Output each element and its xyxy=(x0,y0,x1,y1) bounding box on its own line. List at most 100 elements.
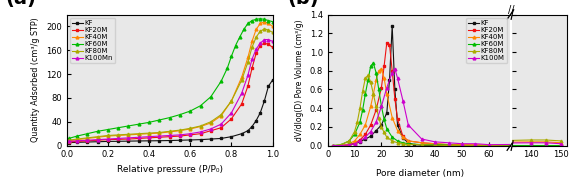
KF80M xyxy=(205,144,212,146)
KF80M xyxy=(104,134,111,136)
KF20M xyxy=(357,139,364,141)
KF40M xyxy=(208,122,215,124)
K100M xyxy=(389,72,396,74)
KF20M xyxy=(557,145,564,147)
KF80M xyxy=(367,81,374,83)
KF20M xyxy=(265,43,272,46)
KF40M xyxy=(146,133,153,135)
KF20M xyxy=(94,139,101,141)
K100M xyxy=(236,142,243,144)
Text: //: // xyxy=(508,5,515,15)
K100M xyxy=(160,105,166,107)
KF xyxy=(418,144,425,146)
KF80M xyxy=(146,132,153,134)
KF40M xyxy=(104,145,111,147)
KF40M xyxy=(135,133,142,135)
KF60M xyxy=(205,144,212,146)
KF60M xyxy=(269,21,276,23)
KF xyxy=(125,140,132,142)
K100M xyxy=(485,144,492,146)
KF80M xyxy=(221,144,228,146)
KF20M xyxy=(205,142,212,144)
KF40M xyxy=(221,143,228,145)
KF20M xyxy=(267,144,274,146)
KF40M xyxy=(190,140,197,142)
KF40M xyxy=(432,143,438,145)
KF20M xyxy=(154,109,161,111)
KF20M xyxy=(400,135,407,137)
KF80M xyxy=(172,140,179,142)
KF40M xyxy=(66,140,72,142)
KF20M xyxy=(166,41,173,44)
KF60M xyxy=(147,65,154,67)
KF40M xyxy=(236,144,243,146)
KF20M xyxy=(485,145,492,147)
KF60M xyxy=(346,140,353,142)
Line: KF20M: KF20M xyxy=(107,41,563,147)
KF60M xyxy=(74,135,81,137)
KF60M xyxy=(400,142,407,144)
KF20M xyxy=(362,133,369,135)
KF40M xyxy=(197,125,204,128)
KF xyxy=(357,141,364,143)
Line: KF40M: KF40M xyxy=(67,20,274,142)
KF60M xyxy=(104,128,111,131)
KF20M xyxy=(221,143,228,145)
KF xyxy=(372,130,379,132)
KF60M xyxy=(240,28,247,31)
KF40M xyxy=(125,134,132,136)
K100Mn xyxy=(84,139,90,141)
KF60M xyxy=(156,119,163,121)
KF20M xyxy=(123,144,130,146)
KF xyxy=(557,145,564,147)
KF60M xyxy=(252,145,259,147)
KF80M xyxy=(244,61,251,63)
KF80M xyxy=(163,131,170,134)
KF60M xyxy=(372,72,379,74)
K100Mn xyxy=(104,138,111,140)
KF60M xyxy=(383,128,390,130)
KF60M xyxy=(115,127,122,129)
KF60M xyxy=(257,18,264,20)
KF80M xyxy=(265,29,272,31)
KF60M xyxy=(236,144,243,146)
KF20M xyxy=(166,136,173,138)
KF80M xyxy=(362,77,369,79)
KF20M xyxy=(257,44,264,47)
KF20M xyxy=(389,70,396,72)
KF60M xyxy=(394,140,401,142)
KF40M xyxy=(157,70,164,72)
KF60M xyxy=(338,144,345,146)
K100Mn xyxy=(115,137,122,140)
KF xyxy=(267,145,274,147)
KF60M xyxy=(178,140,185,142)
KF20M xyxy=(175,98,182,100)
KF80M xyxy=(346,140,353,142)
Line: KF60M: KF60M xyxy=(332,62,580,147)
KF80M xyxy=(166,130,173,132)
KF80M xyxy=(84,137,90,139)
KF80M xyxy=(135,107,142,109)
K100M xyxy=(329,145,336,147)
K100M xyxy=(142,136,148,138)
KF60M xyxy=(104,145,111,147)
KF20M xyxy=(542,145,549,147)
K100Mn xyxy=(269,40,276,42)
KF xyxy=(432,145,438,147)
KF80M xyxy=(269,31,276,33)
Line: KF: KF xyxy=(332,24,580,147)
KF80M xyxy=(178,142,185,144)
KF xyxy=(485,145,492,147)
KF60M xyxy=(405,143,412,145)
KF60M xyxy=(142,93,148,95)
KF20M xyxy=(187,134,194,136)
KF40M xyxy=(114,145,121,147)
KF xyxy=(184,137,191,139)
KF20M xyxy=(114,145,121,147)
KF60M xyxy=(236,36,243,38)
K100M xyxy=(184,100,191,102)
K100Mn xyxy=(244,74,251,76)
KF xyxy=(244,130,251,132)
KF40M xyxy=(150,93,157,95)
KF40M xyxy=(372,79,379,81)
